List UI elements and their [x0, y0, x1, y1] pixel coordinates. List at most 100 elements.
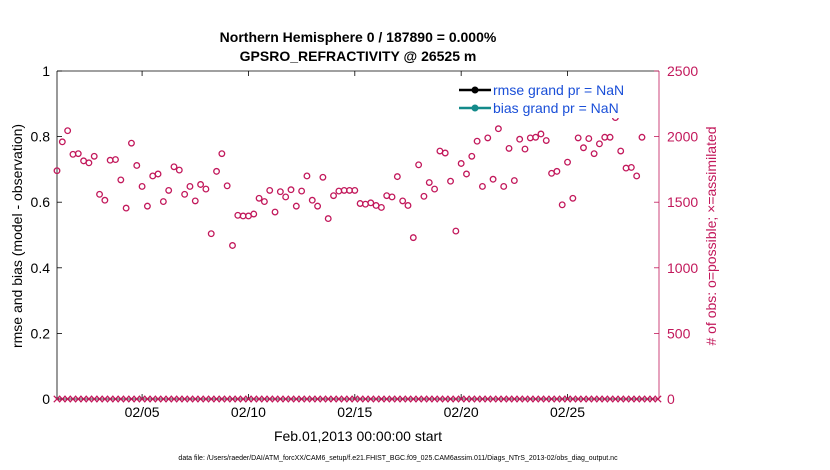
assimilated-x-stroke-b	[223, 395, 231, 403]
right-y-tick-label: 1000	[667, 260, 698, 276]
assimilated-point	[494, 395, 503, 403]
right-y-tick-label: 2000	[667, 129, 698, 145]
x-tick-label: 02/05	[125, 404, 160, 420]
assimilated-point	[547, 395, 556, 403]
possible-point	[58, 138, 66, 146]
assimilated-point	[117, 395, 125, 403]
assimilated-x-stroke-b	[276, 395, 285, 403]
assimilated-x-stroke-b	[244, 395, 253, 403]
possible-point	[143, 202, 151, 210]
assimilated-x-stroke-b	[558, 395, 566, 403]
legend: rmse grand pr = NaN bias grand pr = NaN	[456, 80, 648, 118]
assimilated-point	[643, 395, 651, 403]
right-y-tick-label: 2500	[667, 63, 698, 79]
x-tick-label: 02/15	[337, 404, 372, 420]
possible-point	[457, 160, 465, 167]
assimilated-point	[154, 395, 162, 403]
assimilated-point	[569, 395, 577, 403]
assimilated-point	[250, 395, 258, 403]
assimilated-point	[340, 395, 348, 403]
plot-area	[56, 70, 660, 400]
possible-series	[53, 114, 646, 249]
assimilated-x-stroke-b	[489, 395, 497, 403]
possible-point	[627, 163, 635, 171]
possible-point	[473, 137, 481, 145]
x-tick-label: 02/25	[550, 404, 585, 420]
possible-point	[388, 193, 396, 201]
assimilated-point	[255, 395, 263, 403]
assimilated-x-stroke-b	[622, 395, 630, 403]
assimilated-point	[58, 395, 66, 403]
possible-point	[590, 150, 598, 158]
assimilated-x-stroke-b	[271, 395, 279, 403]
assimilated-x-stroke-b	[638, 395, 646, 403]
possible-point	[484, 134, 492, 142]
possible-point	[489, 175, 497, 183]
assimilated-x-stroke-b	[388, 395, 396, 403]
assimilated-x-stroke-b	[643, 395, 651, 403]
assimilated-point	[648, 395, 657, 403]
assimilated-x-stroke-b	[654, 395, 662, 403]
assimilated-x-stroke-b	[239, 395, 247, 403]
assimilated-x-stroke-b	[595, 395, 604, 403]
possible-point	[250, 210, 258, 218]
possible-point	[101, 196, 109, 204]
possible-point	[218, 150, 226, 158]
assimilated-point	[223, 395, 231, 403]
assimilated-x-stroke-b	[234, 395, 242, 403]
assimilated-x-stroke-b	[260, 395, 269, 403]
possible-point	[255, 194, 263, 202]
assimilated-point	[388, 395, 396, 403]
possible-point	[74, 150, 82, 158]
assimilated-point	[244, 395, 253, 403]
assimilated-point	[606, 395, 614, 403]
possible-point	[409, 234, 417, 242]
assimilated-point	[63, 395, 72, 403]
assimilated-point	[90, 395, 98, 403]
possible-point	[282, 193, 290, 201]
possible-point	[564, 158, 571, 166]
legend-rmse-label: rmse grand pr = NaN	[493, 82, 624, 98]
assimilated-x-stroke-b	[606, 395, 614, 403]
assimilated-x-stroke-b	[154, 395, 162, 403]
possible-point	[319, 173, 327, 181]
assimilated-point	[111, 395, 120, 403]
assimilated-point	[574, 395, 582, 403]
possible-point	[431, 185, 439, 193]
assimilated-point	[85, 395, 93, 403]
assimilated-x-stroke-b	[563, 395, 572, 403]
assimilated-point	[282, 395, 290, 403]
assimilated-point	[335, 395, 343, 403]
possible-point	[64, 127, 72, 135]
assimilated-point	[452, 395, 460, 403]
legend-bias-marker	[471, 104, 479, 112]
assimilated-point	[212, 395, 221, 403]
assimilated-x-stroke-b	[574, 395, 582, 403]
assimilated-x-stroke-b	[170, 395, 178, 403]
assimilated-point	[143, 395, 152, 403]
legend-box	[456, 80, 648, 118]
assimilated-x-stroke-b	[85, 395, 93, 403]
assimilated-x-stroke-b	[255, 395, 263, 403]
assimilated-x-stroke-b	[585, 395, 593, 403]
possible-point	[420, 192, 428, 200]
assimilated-x-stroke-b	[63, 395, 72, 403]
assimilated-x-stroke-b	[537, 395, 545, 403]
assimilated-point	[516, 395, 524, 403]
possible-point	[510, 177, 518, 185]
left-y-tick-label: 0.4	[31, 260, 51, 276]
assimilated-x-stroke-b	[420, 395, 428, 403]
assimilated-x-stroke-b	[351, 395, 359, 403]
assimilated-x-stroke-b	[292, 395, 300, 403]
assimilated-point	[601, 395, 609, 403]
assimilated-x-stroke-b	[53, 395, 61, 403]
assimilated-point	[266, 395, 274, 403]
possible-point	[287, 186, 295, 194]
assimilated-point	[69, 395, 77, 403]
assimilated-x-stroke-b	[579, 395, 588, 403]
possible-point	[574, 134, 582, 142]
possible-point	[537, 130, 545, 138]
assimilated-x-stroke-b	[345, 395, 354, 403]
assimilated-point	[505, 395, 513, 403]
assimilated-x-stroke-b	[547, 395, 556, 403]
